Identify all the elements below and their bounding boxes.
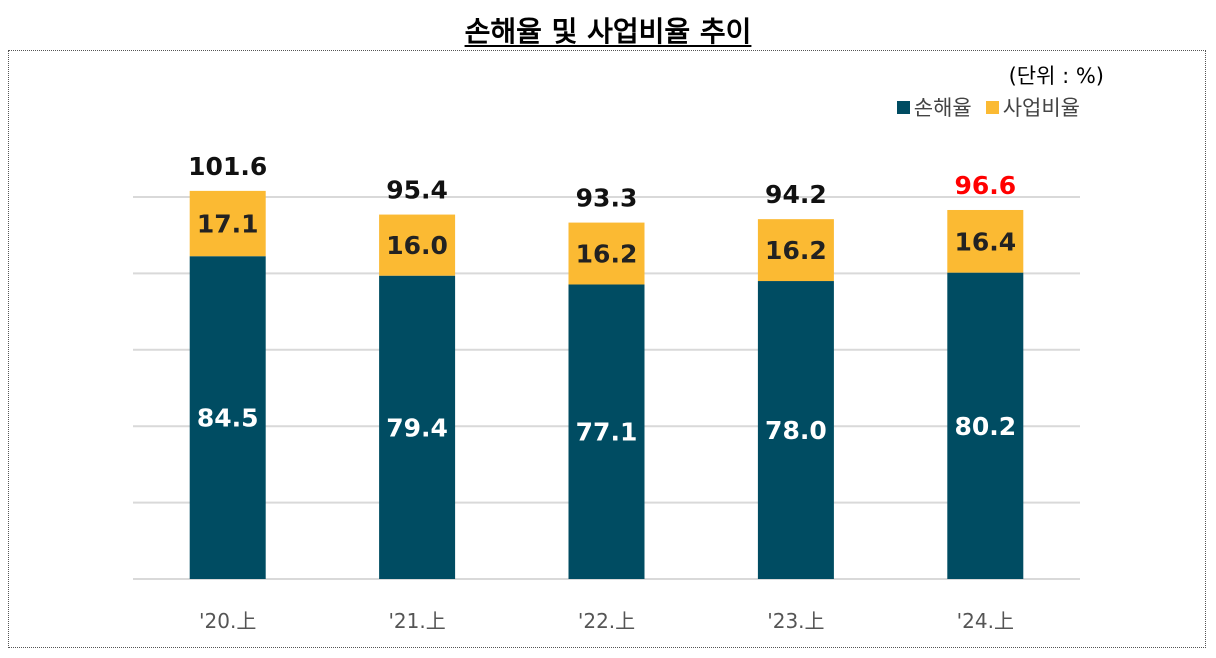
data-label-loss-ratio: 80.2 bbox=[954, 412, 1016, 441]
bar-loss-ratio bbox=[379, 275, 456, 579]
bar-loss-ratio bbox=[189, 256, 266, 579]
data-label-expense-ratio: 16.4 bbox=[954, 227, 1016, 256]
legend-item-expense-ratio: 사업비율 bbox=[985, 92, 1080, 122]
category-label: '23.上 bbox=[767, 609, 824, 633]
legend: 손해율 사업비율 bbox=[896, 92, 1080, 122]
legend-item-loss-ratio: 손해율 bbox=[896, 92, 972, 122]
bar-expense-ratio bbox=[757, 219, 834, 282]
bar-expense-ratio bbox=[568, 222, 645, 285]
chart-title: 손해율 및 사업비율 추이 bbox=[0, 10, 1216, 50]
data-label-loss-ratio: 84.5 bbox=[197, 404, 259, 433]
bar-loss-ratio bbox=[757, 281, 834, 579]
category-label: '24.上 bbox=[957, 609, 1014, 633]
chart-frame bbox=[8, 50, 1206, 648]
bar-expense-ratio bbox=[189, 190, 266, 257]
category-label: '22.上 bbox=[578, 609, 635, 633]
category-label: '20.上 bbox=[199, 609, 256, 633]
total-label: 95.4 bbox=[386, 176, 448, 205]
total-label: 96.6 bbox=[954, 171, 1016, 200]
legend-label-expense-ratio: 사업비율 bbox=[1002, 96, 1080, 120]
data-label-expense-ratio: 17.1 bbox=[197, 210, 259, 239]
data-label-loss-ratio: 77.1 bbox=[576, 418, 638, 447]
chart-title-text: 손해율 및 사업비율 추이 bbox=[464, 15, 752, 48]
data-label-expense-ratio: 16.0 bbox=[386, 231, 448, 260]
legend-swatch-loss-ratio bbox=[896, 100, 910, 114]
bar-loss-ratio bbox=[947, 272, 1024, 579]
total-label: 101.6 bbox=[188, 152, 267, 181]
data-label-loss-ratio: 79.4 bbox=[386, 413, 448, 442]
legend-label-loss-ratio: 손해율 bbox=[913, 96, 972, 120]
legend-swatch-expense-ratio bbox=[985, 100, 999, 114]
data-label-expense-ratio: 16.2 bbox=[576, 240, 638, 269]
total-label: 93.3 bbox=[576, 184, 638, 213]
data-label-expense-ratio: 16.2 bbox=[765, 236, 827, 265]
unit-label: (단위 : %) bbox=[1008, 64, 1104, 88]
bar-expense-ratio bbox=[379, 214, 456, 276]
data-label-loss-ratio: 78.0 bbox=[765, 416, 827, 445]
bar-loss-ratio bbox=[568, 284, 645, 579]
total-label: 94.2 bbox=[765, 180, 827, 209]
bar-expense-ratio bbox=[947, 209, 1024, 273]
category-label: '21.上 bbox=[388, 609, 445, 633]
